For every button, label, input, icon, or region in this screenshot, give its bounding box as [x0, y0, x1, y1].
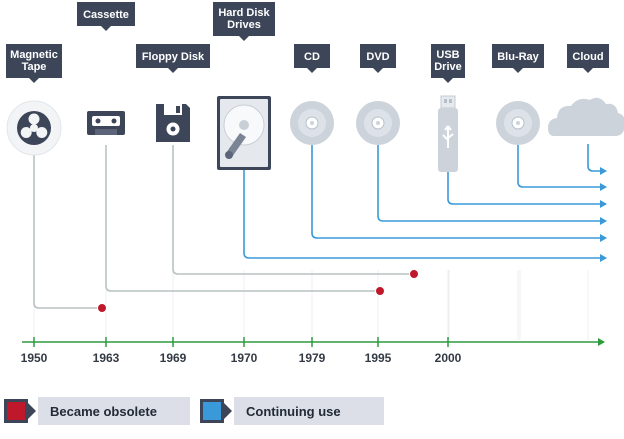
usb-drive-year-label: 2000 — [435, 351, 462, 365]
dvd-label-tag: DVD — [360, 44, 396, 73]
magnetic-tape-route-line — [33, 150, 102, 309]
hard-disk-drives-year-label: 1970 — [231, 351, 258, 365]
usb-drive-icon — [438, 95, 458, 172]
hard-disk-icon — [217, 96, 271, 170]
cloud-icon — [548, 97, 624, 136]
blu-ray-route-line — [517, 145, 607, 191]
blu-ray-label-tag: Blu-Ray — [492, 44, 544, 73]
floppy-disk-label-line: Floppy Disk — [142, 51, 205, 63]
floppy-disk-label-tag: Floppy Disk — [136, 44, 210, 73]
floppy-disk-icon — [156, 104, 190, 142]
hard-disk-drives-label-line: Drives — [227, 19, 261, 31]
legend-obsolete: Became obsolete — [4, 397, 190, 425]
cassette-label-line: Cassette — [83, 9, 129, 21]
floppy-disk-obsolete-marker — [409, 269, 419, 279]
cassette-year-label: 1963 — [93, 351, 120, 365]
continuing-swatch — [200, 399, 224, 423]
disc-icon — [496, 101, 540, 145]
usb-drive-label-line: USB — [436, 49, 459, 61]
legend-pointer — [28, 403, 36, 419]
dvd-year-label: 1995 — [365, 351, 392, 365]
floppy-disk-year-label: 1969 — [160, 351, 187, 365]
legend-continuing: Continuing use — [200, 397, 384, 425]
legend-obsolete-label: Became obsolete — [38, 397, 190, 425]
floppy-disk-route-line — [172, 145, 414, 275]
cassette-icon — [87, 111, 125, 135]
cd-label-tag: CD — [294, 44, 330, 73]
magnetic-tape-year-label: 1950 — [21, 351, 48, 365]
usb-drive-label-line: Drive — [434, 61, 462, 73]
cassette-route-line — [105, 145, 380, 292]
cd-label-line: CD — [304, 51, 320, 63]
dvd-route-line — [377, 145, 607, 225]
magnetic-tape-label-line: Magnetic — [10, 49, 58, 61]
legend-pointer — [224, 403, 232, 419]
cd-year-label: 1979 — [299, 351, 326, 365]
disc-icon — [290, 101, 334, 145]
legend-continuing-label: Continuing use — [234, 397, 384, 425]
cassette-obsolete-marker — [375, 286, 385, 296]
cassette-label-tag: Cassette — [77, 2, 135, 31]
magnetic-tape-label-line: Tape — [22, 61, 47, 73]
dvd-label-line: DVD — [366, 51, 389, 63]
disc-icon — [356, 101, 400, 145]
hard-disk-drives-route-line — [243, 155, 607, 262]
tape-reel-icon — [6, 100, 62, 156]
blu-ray-label-line: Blu-Ray — [497, 51, 539, 63]
usb-drive-route-line — [447, 156, 607, 208]
cloud-route-line — [587, 144, 607, 175]
hard-disk-drives-label-line: Hard Disk — [218, 7, 270, 19]
cd-route-line — [311, 145, 607, 242]
obsolete-swatch — [4, 399, 28, 423]
cloud-label-tag: Cloud — [567, 44, 609, 73]
cloud-label-line: Cloud — [572, 51, 603, 63]
magnetic-tape-obsolete-marker — [97, 303, 107, 313]
